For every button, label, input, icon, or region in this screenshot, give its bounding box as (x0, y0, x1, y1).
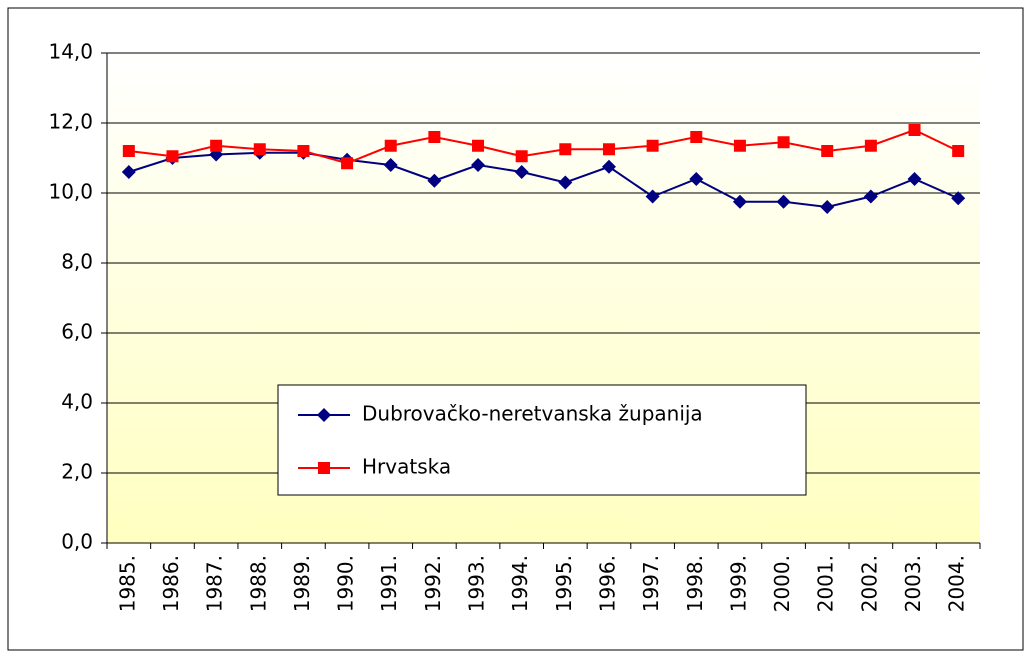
x-tick-label: 1999. (726, 555, 750, 612)
x-tick-label: 2002. (857, 555, 881, 612)
marker (210, 139, 223, 152)
marker (558, 175, 573, 190)
marker (122, 145, 135, 157)
marker (776, 194, 791, 209)
marker (951, 191, 966, 206)
marker (646, 139, 659, 152)
marker (602, 143, 615, 156)
marker (820, 200, 835, 214)
y-tick-label: 8,0 (61, 250, 93, 274)
marker (821, 145, 834, 157)
x-tick-label: 1992. (421, 555, 445, 612)
marker (559, 143, 572, 156)
x-tick-label: 1989. (290, 555, 314, 612)
marker (472, 139, 485, 152)
x-tick-label: 1987. (203, 555, 227, 612)
y-tick-label: 2,0 (61, 460, 93, 484)
marker (253, 143, 266, 156)
legend (277, 384, 807, 496)
marker (863, 189, 878, 204)
marker (601, 159, 616, 174)
marker (166, 150, 179, 163)
y-tick-label: 12,0 (48, 110, 93, 134)
legend-label: Hrvatska (362, 455, 451, 479)
legend-marker (317, 408, 331, 422)
marker (427, 173, 442, 188)
marker (514, 165, 529, 179)
x-tick-label: 1988. (246, 555, 270, 612)
y-tick-label: 6,0 (61, 320, 93, 344)
x-tick-label: 2003. (901, 555, 925, 612)
marker (732, 194, 747, 209)
y-tick-label: 14,0 (48, 40, 93, 64)
marker (471, 158, 486, 172)
marker (908, 124, 921, 136)
series-line (128, 151, 959, 209)
marker (515, 150, 528, 163)
y-tick-label: 4,0 (61, 390, 93, 414)
legend-marker (318, 462, 330, 474)
marker (864, 139, 877, 152)
marker (297, 145, 310, 157)
marker (733, 139, 746, 152)
x-tick-label: 1994. (508, 555, 532, 612)
x-tick-label: 1997. (639, 555, 663, 612)
x-tick-label: 1985. (115, 555, 139, 612)
y-tick-label: 10,0 (48, 180, 93, 204)
x-tick-label: 1995. (552, 555, 576, 612)
marker (690, 131, 703, 143)
marker (384, 139, 397, 152)
marker (383, 158, 398, 172)
x-tick-label: 1993. (465, 555, 489, 612)
x-tick-label: 1986. (159, 555, 183, 612)
x-tick-label: 2001. (814, 555, 838, 612)
marker (952, 145, 965, 157)
marker (645, 189, 660, 204)
x-tick-label: 1998. (683, 555, 707, 612)
y-tick-label: 0,0 (61, 530, 93, 554)
x-tick-label: 2000. (770, 555, 794, 612)
x-tick-label: 1996. (595, 555, 619, 612)
x-tick-label: 1990. (334, 555, 358, 612)
x-tick-label: 2004. (945, 555, 969, 612)
marker (121, 165, 136, 179)
marker (907, 172, 922, 186)
legend-label: Dubrovačko-neretvanska županija (362, 402, 703, 426)
marker (341, 157, 354, 170)
x-tick-label: 1991. (377, 555, 401, 612)
marker (777, 136, 790, 149)
marker (689, 172, 704, 186)
series-line (128, 128, 959, 165)
marker (428, 131, 441, 143)
